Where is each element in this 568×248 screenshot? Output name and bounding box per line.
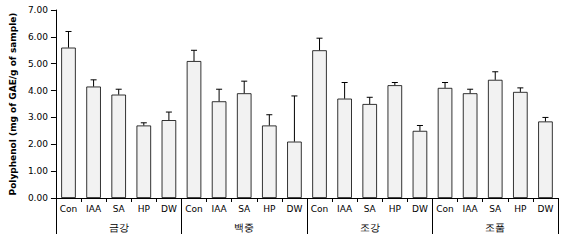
svg-text:DW: DW [161,204,177,214]
svg-text:4.00: 4.00 [28,86,48,96]
svg-text:0.00: 0.00 [28,193,48,203]
svg-text:SA: SA [113,204,126,214]
svg-text:금강: 금강 [109,222,129,233]
svg-text:DW: DW [412,204,428,214]
svg-text:DW: DW [538,204,554,214]
svg-text:Con: Con [436,204,454,214]
svg-text:Polyphenol (mg of GAE/g of sam: Polyphenol (mg of GAE/g of sample) [8,13,18,196]
svg-text:Con: Con [60,204,78,214]
svg-text:IAA: IAA [86,204,102,214]
svg-text:IAA: IAA [211,204,227,214]
svg-text:2.00: 2.00 [28,139,48,149]
svg-text:7.00: 7.00 [28,5,48,15]
svg-text:조품: 조품 [485,222,505,233]
svg-text:HP: HP [138,204,151,214]
svg-text:3.00: 3.00 [28,112,48,122]
svg-text:5.00: 5.00 [28,59,48,69]
svg-text:조강: 조강 [360,222,380,233]
svg-text:SA: SA [364,204,377,214]
svg-text:IAA: IAA [337,204,353,214]
svg-text:HP: HP [514,204,527,214]
svg-text:Con: Con [311,204,329,214]
svg-text:Con: Con [185,204,203,214]
svg-text:SA: SA [238,204,251,214]
svg-text:HP: HP [263,204,276,214]
svg-text:6.00: 6.00 [28,32,48,42]
svg-text:DW: DW [286,204,302,214]
svg-text:HP: HP [389,204,402,214]
svg-text:백중: 백중 [234,222,254,233]
svg-text:1.00: 1.00 [28,166,48,176]
svg-text:SA: SA [489,204,502,214]
svg-text:IAA: IAA [463,204,479,214]
